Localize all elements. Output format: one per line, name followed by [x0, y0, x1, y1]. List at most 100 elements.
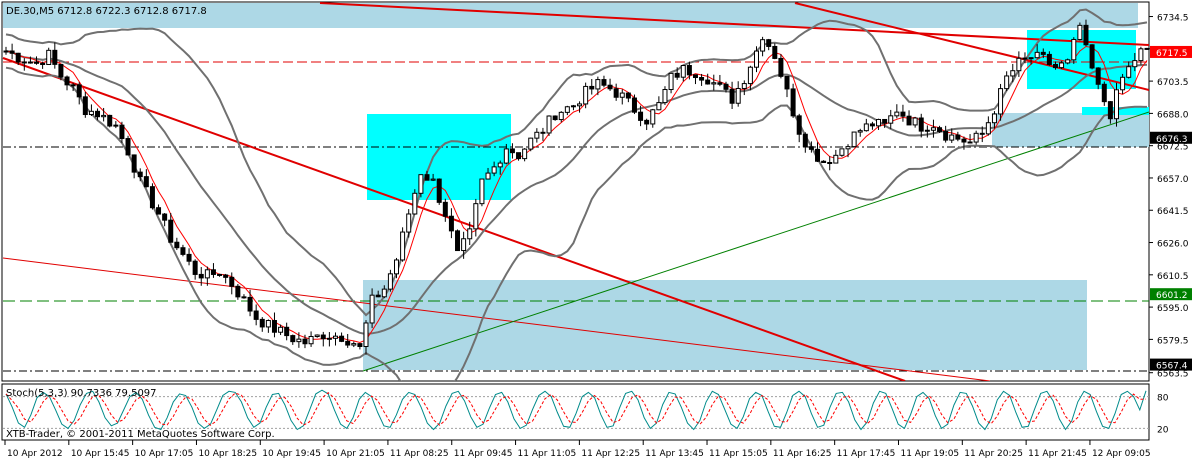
candle	[491, 161, 497, 177]
candle	[827, 156, 833, 171]
candle	[1059, 60, 1065, 69]
candle	[320, 331, 326, 347]
moving-average	[5, 45, 1148, 344]
candle	[217, 273, 223, 277]
time-tick-label: 11 Apr 20:25	[964, 449, 1023, 459]
zone-lower-box	[363, 280, 1087, 370]
price-tick: 6672.5	[1149, 143, 1189, 153]
candle	[406, 209, 412, 238]
candle	[418, 174, 424, 198]
candle	[88, 104, 94, 117]
candle	[589, 79, 595, 95]
candle	[284, 322, 290, 341]
candle	[58, 63, 64, 81]
stochastic-lines	[3, 389, 1149, 431]
candle	[473, 198, 479, 237]
candle	[363, 320, 369, 355]
candle	[467, 221, 473, 246]
candle	[1095, 67, 1101, 90]
candle	[1144, 47, 1149, 50]
candle	[107, 114, 113, 128]
time-tick: 11 Apr 13:45	[642, 440, 704, 459]
price-tick: 6579.5	[1149, 336, 1189, 346]
candle	[558, 111, 564, 123]
candle	[192, 259, 198, 280]
candle	[424, 170, 430, 181]
trendlines-layer	[2, 2, 1149, 381]
candle	[436, 178, 442, 205]
price-tick-label: 6610.5	[1157, 272, 1189, 282]
bb-lower	[5, 66, 1148, 381]
ma-line	[5, 45, 1148, 344]
time-tick-label: 10 Apr 2012	[7, 449, 63, 459]
time-tick-label: 11 Apr 08:25	[390, 449, 449, 459]
candle	[796, 113, 802, 143]
candle	[625, 92, 631, 103]
price-tick-label: 6563.5	[1157, 370, 1189, 380]
candle	[21, 58, 27, 71]
time-tick-label: 11 Apr 19:05	[900, 449, 959, 459]
candle	[326, 332, 332, 347]
candle	[973, 130, 979, 145]
price-label-level-upper: 6676.3	[1150, 131, 1192, 145]
candle	[943, 125, 949, 143]
candle	[162, 213, 168, 227]
candle	[692, 74, 698, 85]
candle	[1010, 63, 1016, 83]
candle	[131, 154, 137, 179]
time-tick: 11 Apr 19:05	[897, 440, 959, 459]
candle	[784, 75, 790, 98]
time-tick-label: 11 Apr 11:05	[518, 449, 577, 459]
candle	[302, 334, 308, 349]
time-tick-label: 11 Apr 21:45	[1028, 449, 1087, 459]
candle	[357, 343, 363, 350]
candle	[1022, 52, 1028, 64]
candle	[82, 91, 88, 118]
time-tick: 11 Apr 16:25	[770, 440, 832, 459]
candle	[46, 47, 52, 66]
candle	[815, 142, 821, 163]
candle	[851, 131, 857, 148]
candle	[753, 46, 759, 73]
candle	[351, 341, 357, 348]
bb-upper	[5, 8, 1148, 317]
candle	[741, 80, 747, 96]
candle	[461, 231, 467, 259]
candle	[210, 263, 216, 278]
candle	[686, 61, 692, 80]
candle	[619, 89, 625, 105]
candle	[705, 73, 711, 85]
candle	[662, 86, 668, 105]
time-tick-label: 11 Apr 17:45	[837, 449, 896, 459]
candle	[998, 83, 1004, 121]
candle	[52, 42, 58, 69]
candle	[1016, 51, 1022, 77]
candle	[937, 125, 943, 133]
candle	[564, 105, 570, 116]
candle	[918, 113, 924, 138]
candle	[631, 94, 637, 115]
candle	[1101, 81, 1107, 106]
zone-right-light	[992, 113, 1149, 147]
candle	[259, 317, 265, 332]
time-tick: 11 Apr 12:25	[578, 440, 640, 459]
candle	[278, 324, 284, 336]
price-tick-label: 6595.0	[1157, 304, 1189, 314]
price-tick: 6734.5	[1149, 14, 1189, 24]
price-tick-label: 6579.5	[1157, 336, 1189, 346]
candle	[766, 38, 772, 51]
trendline-red-main	[2, 57, 906, 381]
candle	[735, 81, 741, 107]
candle	[888, 109, 894, 129]
candle	[95, 108, 101, 121]
time-tick-label: 11 Apr 09:45	[454, 449, 513, 459]
time-tick-label: 10 Apr 17:05	[135, 449, 194, 459]
candle	[15, 52, 21, 66]
candle	[955, 131, 961, 142]
candle	[985, 116, 991, 136]
price-label-text: 6717.5	[1156, 49, 1188, 59]
time-tick: 10 Apr 18:25	[195, 440, 257, 459]
candle	[27, 56, 33, 64]
time-tick-label: 10 Apr 15:45	[71, 449, 130, 459]
